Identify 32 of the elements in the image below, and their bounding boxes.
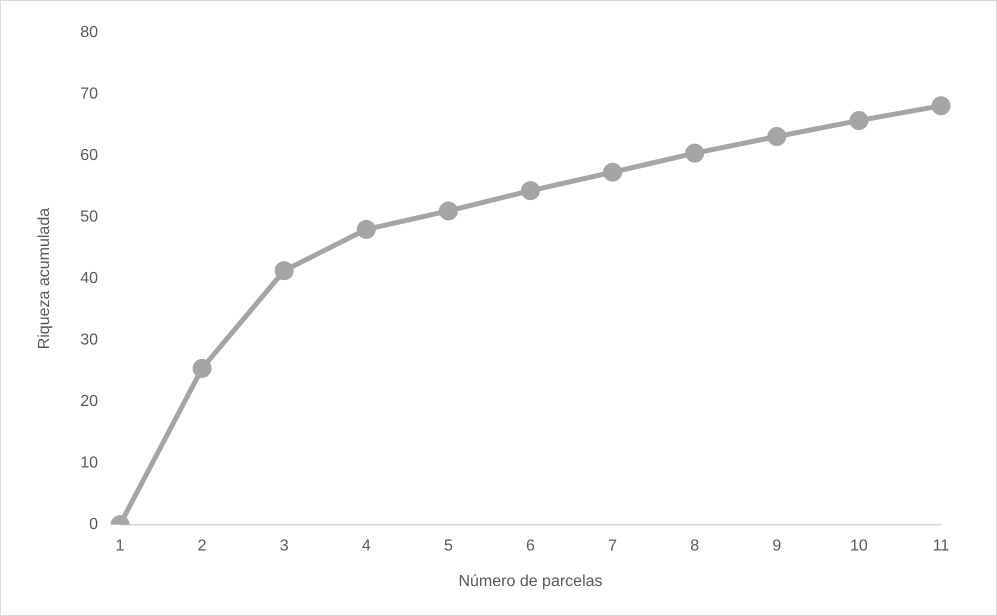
- point: [192, 358, 212, 378]
- point: [521, 181, 540, 200]
- x-axis-title: Número de parcelas: [458, 572, 603, 590]
- x-tick-label: 3: [280, 538, 289, 555]
- point: [685, 144, 704, 163]
- x-tick-label: 8: [690, 538, 700, 555]
- point: [356, 220, 376, 239]
- y-tick-label: 50: [80, 208, 98, 226]
- x-tick-label: 11: [932, 538, 950, 555]
- y-tick-label: 70: [80, 86, 98, 103]
- y-tick-label: 20: [80, 393, 98, 410]
- y-tick-label: 0: [89, 516, 98, 534]
- point: [274, 261, 294, 280]
- point: [932, 96, 950, 116]
- x-tick-label: 1: [116, 538, 125, 555]
- x-tick-label: 10: [850, 538, 868, 555]
- y-axis-title: Riqueza acumulada: [36, 208, 54, 350]
- point: [849, 111, 868, 130]
- y-tick-label: 80: [80, 24, 98, 42]
- x-tick-label: 6: [526, 538, 536, 555]
- y-tick-label: 60: [80, 147, 98, 164]
- point: [603, 162, 622, 182]
- y-tick-label: 40: [80, 270, 98, 288]
- x-tick-label: 9: [772, 538, 782, 555]
- point: [767, 127, 786, 146]
- point: [438, 201, 458, 220]
- y-tick-label: 10: [80, 454, 98, 472]
- x-tick-label: 4: [362, 538, 371, 555]
- x-tick-label: 2: [198, 538, 207, 555]
- x-tick-label: 5: [444, 538, 453, 555]
- x-tick-label: 7: [608, 538, 618, 555]
- y-tick-label: 30: [80, 332, 98, 349]
